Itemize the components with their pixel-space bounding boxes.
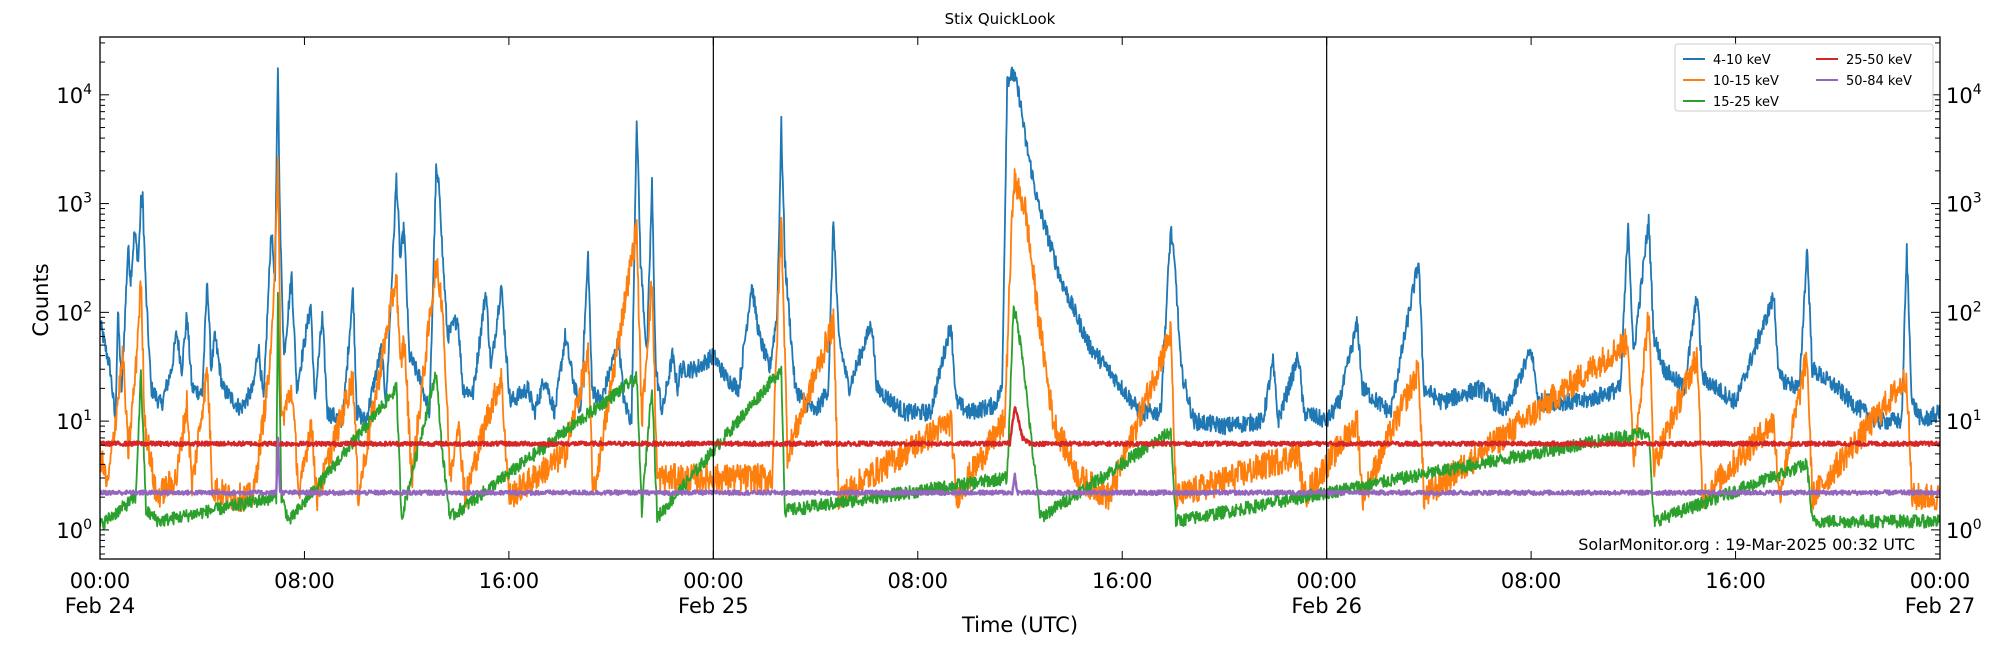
y-tick-base: 10: [1946, 519, 1973, 543]
y-tick-exponent: 2: [83, 299, 92, 315]
series-line-10-15-kev: [100, 156, 1940, 513]
x-tick-date-label: Feb 27: [1905, 594, 1976, 618]
y-tick-label-right: 103: [1946, 191, 1982, 217]
y-tick-exponent: 0: [1973, 517, 1982, 533]
legend-label: 10-15 keV: [1713, 74, 1779, 89]
series-line-15-25-kev: [100, 291, 1940, 530]
legend: 4-10 keV 10-15 keV 15-25 keV 25-50 keV 50-84…: [1674, 43, 1934, 112]
y-tick-label-right: 104: [1946, 82, 1982, 108]
y-tick-base: 10: [56, 193, 83, 217]
x-tick-label: 08:00: [1501, 569, 1562, 593]
y-tick-base: 10: [56, 84, 83, 108]
y-tick-label-right: 102: [1946, 299, 1982, 325]
y-tick-base: 10: [1946, 193, 1973, 217]
y-tick-label: 100: [56, 517, 92, 543]
chart-title: Stix QuickLook: [945, 10, 1056, 28]
y-tick-base: 10: [1946, 301, 1973, 325]
x-tick-date-label: Feb 26: [1291, 594, 1362, 618]
y-tick-label-right: 101: [1946, 408, 1982, 434]
y-tick-base: 10: [1946, 84, 1973, 108]
y-tick-base: 10: [56, 301, 83, 325]
series-line-50-84-kev: [100, 436, 1940, 496]
x-tick-date-label: Feb 24: [65, 594, 136, 618]
legend-label: 25-50 keV: [1846, 53, 1912, 68]
y-tick-label: 103: [56, 191, 92, 217]
y-tick-exponent: 2: [1973, 299, 1982, 315]
x-tick-label: 16:00: [1705, 569, 1766, 593]
y-tick-exponent: 3: [1973, 191, 1982, 207]
legend-box: [1674, 43, 1934, 112]
plot-frame: [99, 36, 1941, 560]
series-line-4-10-kev: [100, 66, 1940, 436]
y-tick-base: 10: [56, 410, 83, 434]
y-tick-base: 10: [56, 519, 83, 543]
x-tick-label: 00:00: [683, 569, 744, 593]
y-tick-label: 102: [56, 299, 92, 325]
legend-label: 15-25 keV: [1713, 95, 1779, 110]
legend-label: 4-10 keV: [1713, 53, 1771, 68]
y-tick-label-right: 100: [1946, 517, 1982, 543]
x-tick-label: 00:00: [70, 569, 131, 593]
x-axis-label: Time (UTC): [961, 613, 1078, 637]
y-tick-label: 104: [56, 82, 92, 108]
x-tick-date-label: Feb 25: [678, 594, 749, 618]
x-tick-label: 16:00: [479, 569, 540, 593]
x-tick-label: 08:00: [274, 569, 335, 593]
x-tick-label: 16:00: [1092, 569, 1153, 593]
y-tick-base: 10: [1946, 410, 1973, 434]
y-tick-exponent: 4: [83, 82, 92, 98]
y-axis-label: Counts: [29, 263, 53, 336]
series-line-25-50-kev: [100, 406, 1940, 448]
y-tick-exponent: 3: [83, 191, 92, 207]
y-tick-exponent: 1: [1973, 408, 1982, 424]
x-tick-label: 00:00: [1296, 569, 1357, 593]
y-tick-exponent: 1: [83, 408, 92, 424]
y-tick-label: 101: [56, 408, 92, 434]
legend-label: 50-84 keV: [1846, 74, 1912, 89]
y-tick-exponent: 4: [1973, 82, 1982, 98]
y-tick-exponent: 0: [83, 517, 92, 533]
x-tick-label: 08:00: [888, 569, 949, 593]
annotation-text: SolarMonitor.org : 19-Mar-2025 00:32 UTC: [1578, 535, 1915, 554]
series-layer: [100, 66, 1940, 530]
x-tick-label: 00:00: [1910, 569, 1971, 593]
